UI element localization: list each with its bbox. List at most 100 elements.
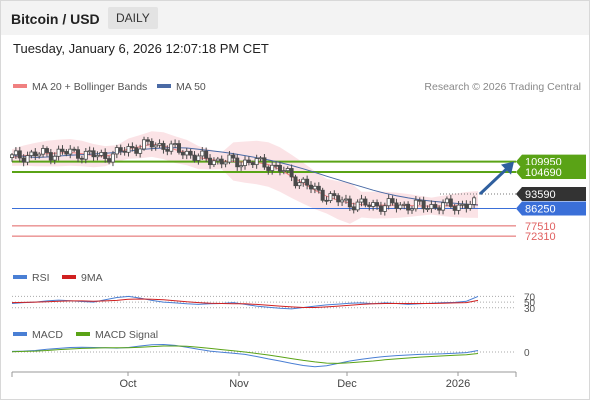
candle xyxy=(250,160,255,169)
candle xyxy=(29,149,34,159)
candle-body xyxy=(211,160,216,166)
candle xyxy=(417,197,422,205)
candle xyxy=(60,145,65,155)
candle xyxy=(332,190,337,200)
rsi-ma-legend-swatch xyxy=(62,275,76,279)
time-axis: Oct Nov Dec 2026 xyxy=(11,371,517,390)
candle-body xyxy=(87,150,92,153)
candle-body xyxy=(25,155,30,163)
candle xyxy=(347,195,352,211)
candle-body xyxy=(351,206,356,211)
candle-body xyxy=(208,157,213,166)
candle xyxy=(262,154,267,170)
candle-body xyxy=(169,143,174,152)
candle-body xyxy=(421,200,426,210)
support-label: 72310 xyxy=(525,231,556,243)
candle-body xyxy=(99,152,104,156)
candle xyxy=(355,199,360,212)
candle xyxy=(153,142,158,151)
candle xyxy=(297,179,302,189)
time-axis-label: 2026 xyxy=(446,378,470,390)
candle-body xyxy=(409,208,414,211)
candle-body xyxy=(347,198,352,208)
rsi-tick-label: 30 xyxy=(524,304,536,315)
forecast-arrow-shaft xyxy=(478,166,510,196)
candle xyxy=(208,154,213,169)
candle-body xyxy=(343,198,348,201)
candle-body xyxy=(355,201,360,211)
candle xyxy=(204,147,209,162)
candle xyxy=(452,203,457,215)
candle-body xyxy=(37,153,42,157)
candle-body xyxy=(464,203,469,209)
rsi-tick-label: 50 xyxy=(524,298,536,309)
candle xyxy=(114,144,119,159)
candle xyxy=(37,152,42,159)
candle xyxy=(130,142,135,152)
timeframe-button[interactable]: DAILY xyxy=(108,7,158,29)
candle xyxy=(56,145,61,161)
candle-body xyxy=(52,155,57,161)
candle-body xyxy=(188,150,193,156)
rsi-line xyxy=(11,295,479,310)
candle-body xyxy=(270,164,275,171)
candle-body xyxy=(9,154,14,158)
candle xyxy=(351,202,356,214)
candle xyxy=(107,155,112,165)
candle-body xyxy=(41,148,46,155)
candle xyxy=(169,140,174,155)
candle xyxy=(285,166,290,174)
candle-body xyxy=(429,204,434,210)
candle-body xyxy=(79,157,84,160)
candle-body xyxy=(83,150,88,160)
candle xyxy=(76,146,81,163)
candle xyxy=(196,153,201,165)
candle-body xyxy=(413,199,418,210)
candle-body xyxy=(138,148,143,154)
copyright-label: Research © 2026 Trading Central xyxy=(424,81,581,93)
candle-body xyxy=(258,157,263,160)
candle-body xyxy=(386,198,391,207)
candle xyxy=(122,147,127,156)
candle xyxy=(176,140,181,155)
candle-body xyxy=(254,158,259,166)
candle xyxy=(425,205,430,213)
candle-body xyxy=(118,147,123,152)
candle-body xyxy=(242,159,247,166)
chart-header: Bitcoin / USD DAILY xyxy=(1,1,589,35)
candle-body xyxy=(297,182,302,187)
candle xyxy=(363,196,368,208)
candle-body xyxy=(200,150,205,157)
candle xyxy=(429,200,434,213)
macd-tick-label: 0 xyxy=(524,348,530,359)
candle-body xyxy=(363,198,368,206)
candle xyxy=(72,146,77,153)
candle-body xyxy=(153,144,158,148)
candle xyxy=(64,149,69,157)
candle xyxy=(340,196,345,206)
macd-legend-label: MACD xyxy=(32,329,63,341)
candle xyxy=(398,202,403,211)
candle-body xyxy=(17,150,22,159)
candle xyxy=(375,199,380,210)
ma50-legend-swatch xyxy=(157,84,171,88)
candle xyxy=(378,201,383,215)
candle xyxy=(95,151,100,161)
candle-body xyxy=(44,148,49,153)
candle-body xyxy=(437,207,442,211)
candle-body xyxy=(219,158,224,165)
candle-body xyxy=(293,176,298,187)
candle xyxy=(316,182,321,194)
candle-body xyxy=(406,203,411,211)
candle-body xyxy=(192,154,197,161)
candle xyxy=(17,146,22,163)
instrument-title: Bitcoin / USD xyxy=(11,11,100,27)
candle-body xyxy=(91,150,96,158)
candle xyxy=(165,145,170,156)
time-axis-label: Dec xyxy=(337,378,357,390)
candle xyxy=(305,175,310,190)
macd-signal-line xyxy=(11,345,479,364)
candle xyxy=(41,144,46,158)
candle-body xyxy=(173,143,178,145)
candle xyxy=(468,200,473,211)
